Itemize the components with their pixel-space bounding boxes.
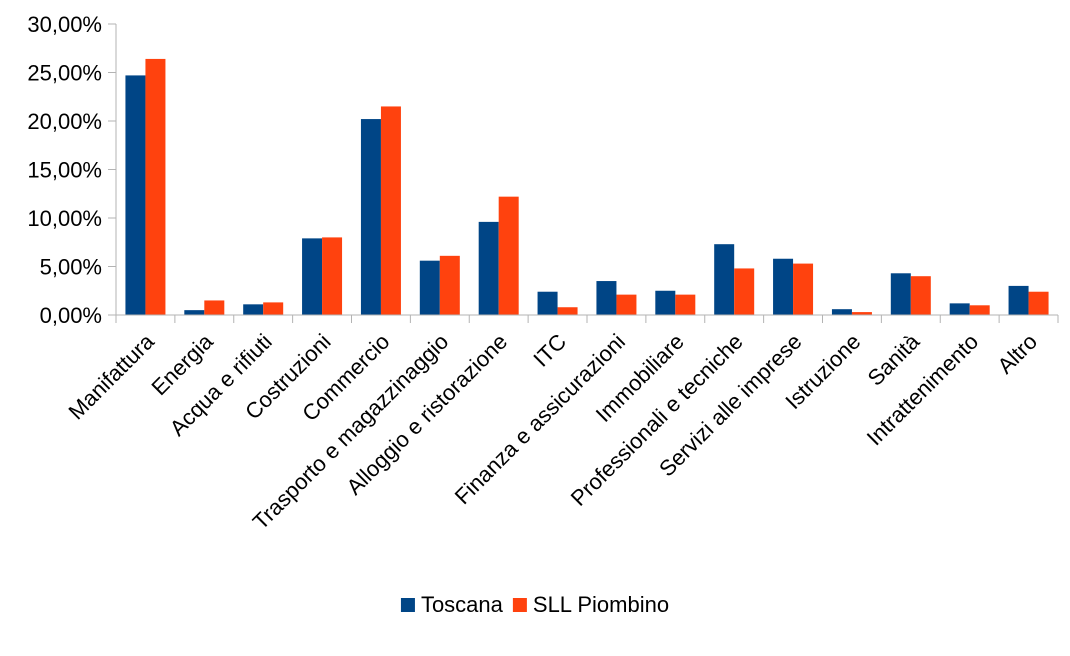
bars-layer: [125, 58, 1049, 316]
bar-toscana-3: [302, 238, 323, 315]
bar-toscana-8: [596, 281, 617, 315]
bar-toscana-6: [478, 221, 499, 315]
bar-sll-piombino-1: [204, 300, 225, 315]
y-tick-label: 10,00%: [27, 206, 102, 231]
y-tick-label: 20,00%: [27, 109, 102, 134]
bar-sll-piombino-6: [498, 196, 519, 315]
legend-swatch-toscana: [400, 598, 415, 612]
x-category-label: Acqua e rifiuti: [165, 329, 277, 441]
bar-sll-piombino-13: [910, 276, 931, 315]
legend-swatch-sll-piombino: [512, 598, 527, 612]
bar-sll-piombino-12: [851, 312, 872, 315]
bar-sll-piombino-4: [380, 106, 401, 315]
bar-sll-piombino-11: [793, 263, 814, 315]
bar-sll-piombino-10: [734, 268, 755, 315]
x-category-label: Manifattura: [63, 328, 159, 424]
bar-sll-piombino-2: [263, 302, 284, 315]
bar-sll-piombino-0: [145, 58, 166, 316]
x-category-label: ITC: [528, 329, 571, 372]
bar-toscana-7: [537, 291, 558, 315]
bar-sll-piombino-15: [1028, 291, 1049, 315]
bar-toscana-11: [773, 258, 794, 315]
y-tick-label: 0,00%: [40, 303, 102, 328]
bar-toscana-10: [714, 244, 735, 315]
y-tick-label: 25,00%: [27, 61, 102, 86]
bar-toscana-9: [655, 290, 676, 315]
y-tick-label: 30,00%: [27, 12, 102, 37]
bar-toscana-1: [184, 310, 205, 315]
bar-sll-piombino-14: [969, 305, 990, 315]
bar-sll-piombino-8: [616, 294, 637, 315]
bar-toscana-12: [831, 309, 852, 315]
bar-sll-piombino-5: [439, 255, 460, 315]
bar-sll-piombino-7: [557, 307, 578, 315]
bar-toscana-5: [419, 260, 440, 315]
bar-toscana-13: [890, 273, 911, 315]
bar-toscana-4: [360, 119, 381, 315]
bar-toscana-15: [1008, 285, 1029, 315]
y-axis-ticks: 0,00% 5,00% 10,00% 15,00% 20,00% 25,00% 30,00%: [27, 12, 116, 328]
bar-sll-piombino-9: [675, 294, 696, 315]
axes-layer: [108, 24, 1058, 323]
bar-sll-piombino-3: [322, 237, 343, 315]
y-tick-label: 5,00%: [40, 255, 102, 280]
legend-label-toscana: Toscana: [421, 592, 504, 617]
x-category-label: Altro: [992, 329, 1042, 379]
bar-toscana-2: [243, 304, 264, 315]
bar-toscana-14: [949, 303, 970, 315]
bar-toscana-0: [125, 75, 146, 315]
legend-label-sll-piombino: SLL Piombino: [533, 592, 669, 617]
y-tick-label: 15,00%: [27, 158, 102, 183]
legend: Toscana SLL Piombino: [400, 592, 669, 617]
